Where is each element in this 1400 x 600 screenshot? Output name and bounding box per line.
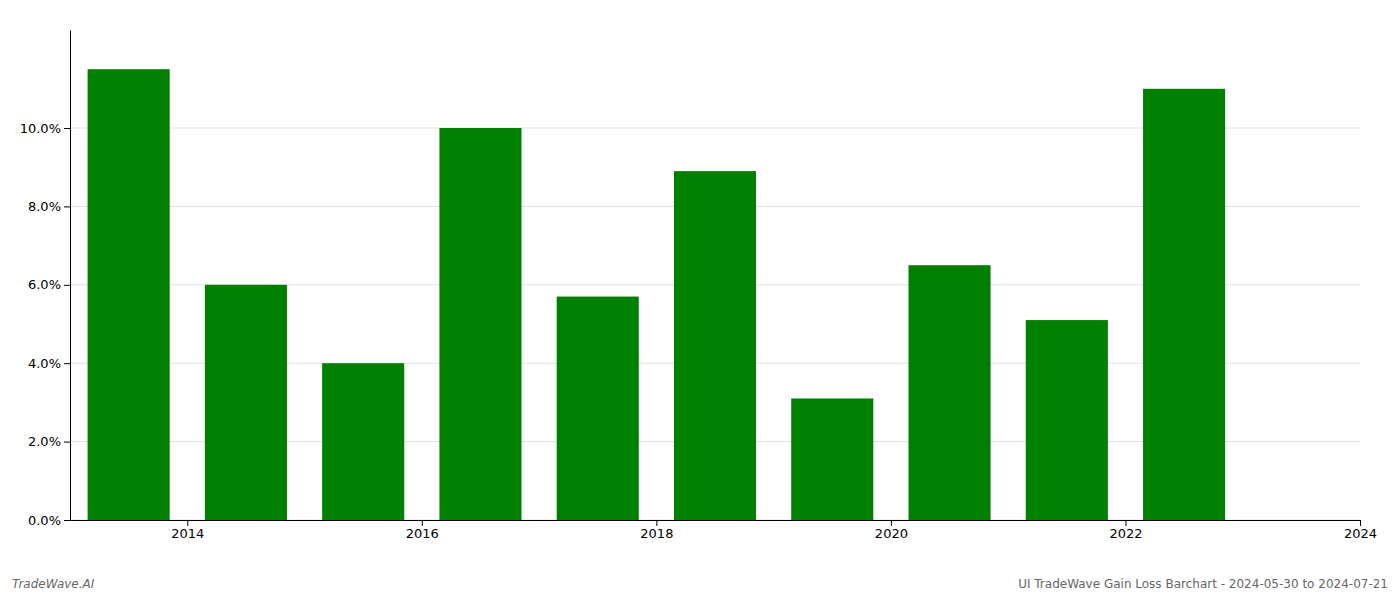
x-tick: 2014: [171, 520, 204, 541]
chart-container: 2014 2016 2018 2020 2022 2024 0.0% 2.0% 4.0% 6.0%…: [0, 0, 1400, 600]
bar: [791, 398, 873, 520]
x-axis: 2014 2016 2018 2020 2022 2024: [71, 520, 1378, 541]
x-axis-line: [71, 520, 1361, 521]
y-tick-mark: [64, 363, 70, 364]
y-tick: 0.0%: [28, 513, 70, 528]
chart: 2014 2016 2018 2020 2022 2024 0.0% 2.0% 4.0% 6.0%…: [0, 0, 1400, 600]
bar: [322, 363, 404, 520]
x-tick-mark: [1360, 520, 1361, 526]
x-tick-label: 2016: [406, 526, 439, 541]
y-tick-mark: [64, 285, 70, 286]
x-tick-label: 2024: [1344, 526, 1377, 541]
x-tick-label: 2020: [875, 526, 908, 541]
y-tick-mark: [64, 442, 70, 443]
x-tick: 2018: [640, 520, 673, 541]
bar: [1026, 320, 1108, 520]
y-tick: 4.0%: [28, 356, 70, 371]
y-tick-mark: [64, 128, 70, 129]
x-tick-label: 2014: [171, 526, 204, 541]
y-tick-label: 10.0%: [20, 121, 61, 136]
bar: [439, 128, 521, 520]
y-tick: 6.0%: [28, 277, 70, 292]
x-tick-mark: [422, 520, 423, 526]
y-tick: 10.0%: [20, 121, 70, 136]
y-axis: 0.0% 2.0% 4.0% 6.0% 8.0% 10.0%: [20, 31, 71, 528]
y-tick-label: 2.0%: [28, 434, 61, 449]
x-tick-mark: [891, 520, 892, 526]
y-tick-label: 6.0%: [28, 277, 61, 292]
bar: [205, 285, 287, 520]
footer-left: TradeWave.AI: [12, 577, 95, 591]
y-tick-label: 8.0%: [28, 199, 61, 214]
bar: [88, 69, 170, 520]
x-tick-mark: [656, 520, 657, 526]
bar: [557, 297, 639, 520]
y-tick: 2.0%: [28, 434, 70, 449]
x-tick: 2024: [1344, 520, 1377, 541]
y-tick-mark: [64, 206, 70, 207]
x-tick: 2022: [1109, 520, 1142, 541]
x-tick-label: 2018: [640, 526, 673, 541]
y-tick-label: 0.0%: [28, 513, 61, 528]
y-tick: 8.0%: [28, 199, 70, 214]
footer: TradeWave.AI UI TradeWave Gain Loss Barch…: [12, 577, 1388, 591]
plot-area: [88, 69, 1226, 520]
x-tick-label: 2022: [1109, 526, 1142, 541]
bar: [1143, 89, 1225, 520]
y-axis-line: [70, 31, 71, 521]
x-tick: 2016: [406, 520, 439, 541]
bar: [674, 171, 756, 520]
y-tick-label: 4.0%: [28, 356, 61, 371]
bar: [909, 265, 991, 520]
x-tick: 2020: [875, 520, 908, 541]
y-tick-mark: [64, 520, 70, 521]
footer-right: UI TradeWave Gain Loss Barchart - 2024-0…: [1018, 577, 1388, 591]
x-tick-mark: [1125, 520, 1126, 526]
x-tick-mark: [187, 520, 188, 526]
